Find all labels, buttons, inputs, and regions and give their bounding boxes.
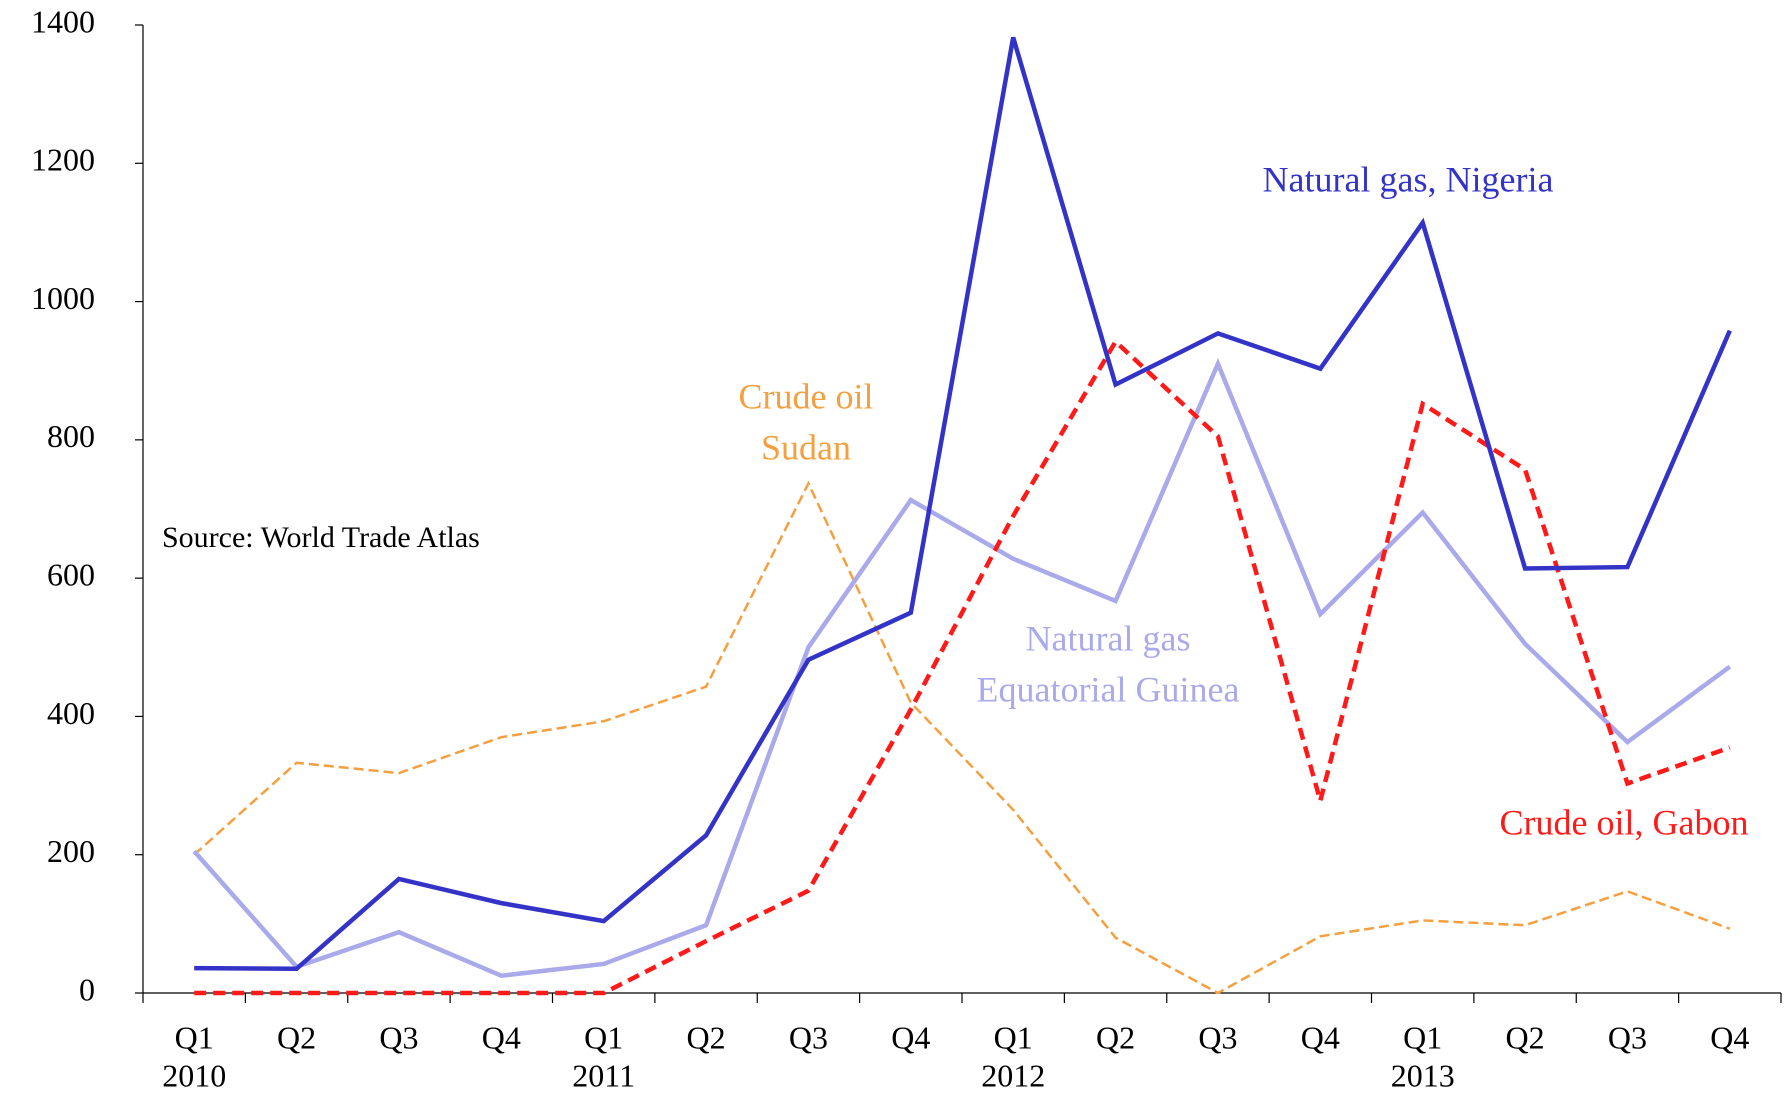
- source-note: Source: World Trade Atlas: [162, 521, 480, 554]
- x-tick-label: Q4: [891, 1019, 930, 1055]
- series-line: [194, 338, 1731, 996]
- series-line: [192, 357, 1732, 979]
- year-label: 2012: [981, 1057, 1045, 1093]
- x-tick-label: Q3: [379, 1019, 418, 1055]
- x-tick-label: Q2: [1506, 1019, 1545, 1055]
- y-tick-label: 1000: [31, 280, 95, 316]
- x-tick-label: Q4: [482, 1019, 521, 1055]
- y-tick-label: 0: [79, 971, 95, 1007]
- x-tick-label: Q2: [687, 1019, 726, 1055]
- y-tick-label: 600: [47, 556, 95, 592]
- y-tick-label: 200: [47, 833, 95, 869]
- x-tick-label: Q2: [277, 1019, 316, 1055]
- x-tick-label: Q3: [1608, 1019, 1647, 1055]
- y-tick-label: 400: [47, 695, 95, 731]
- x-tick-label: Q3: [789, 1019, 828, 1055]
- y-tick-label: 800: [47, 418, 95, 454]
- x-tick-label: Q1: [584, 1019, 623, 1055]
- series-label: Sudan: [761, 427, 851, 467]
- x-tick-label: Q2: [1096, 1019, 1135, 1055]
- year-label: 2010: [162, 1057, 226, 1093]
- x-tick-label: Q1: [994, 1019, 1033, 1055]
- year-label: 2013: [1391, 1057, 1455, 1093]
- series-label: Natural gas, Nigeria: [1263, 159, 1554, 199]
- series-label: Natural gas: [1026, 618, 1191, 658]
- x-tick-label: Q1: [1403, 1019, 1442, 1055]
- y-tick-label: 1200: [31, 142, 95, 178]
- series-label: Equatorial Guinea: [977, 669, 1240, 709]
- year-label: 2011: [572, 1057, 635, 1093]
- series-label: Crude oil: [739, 376, 874, 416]
- x-tick-label: Q4: [1710, 1019, 1749, 1055]
- series-line: [194, 36, 1732, 972]
- series-label: Crude oil, Gabon: [1500, 802, 1749, 842]
- x-tick-label: Q3: [1198, 1019, 1237, 1055]
- y-tick-label: 1400: [31, 3, 95, 39]
- x-tick-label: Q1: [175, 1019, 214, 1055]
- series-line: [193, 480, 1731, 995]
- x-tick-label: Q4: [1301, 1019, 1340, 1055]
